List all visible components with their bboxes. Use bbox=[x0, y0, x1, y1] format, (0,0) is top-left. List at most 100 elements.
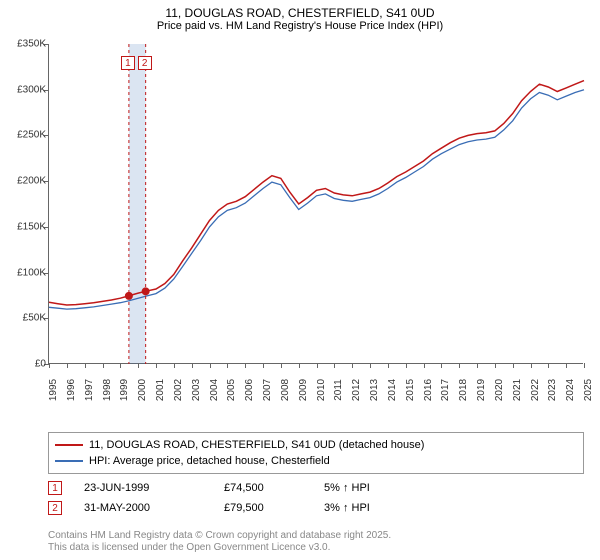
x-tick-label: 1997 bbox=[84, 379, 95, 401]
x-tick bbox=[459, 363, 460, 368]
x-tick bbox=[281, 363, 282, 368]
x-tick bbox=[120, 363, 121, 368]
x-tick-label: 2014 bbox=[387, 379, 398, 401]
x-tick bbox=[406, 363, 407, 368]
marker-dot bbox=[142, 287, 150, 295]
chart-title: 11, DOUGLAS ROAD, CHESTERFIELD, S41 0UD bbox=[0, 6, 600, 20]
x-tick-label: 2011 bbox=[333, 379, 344, 401]
x-tick-label: 2015 bbox=[405, 379, 416, 401]
sale-row-2: 2 31-MAY-2000 £79,500 3% ↑ HPI bbox=[48, 498, 370, 518]
y-tick-label: £150K bbox=[17, 221, 46, 232]
x-tick bbox=[317, 363, 318, 368]
x-tick-label: 2007 bbox=[262, 379, 273, 401]
legend-label-property: 11, DOUGLAS ROAD, CHESTERFIELD, S41 0UD … bbox=[89, 437, 424, 453]
y-tick-label: £100K bbox=[17, 267, 46, 278]
x-tick bbox=[103, 363, 104, 368]
x-tick-label: 2025 bbox=[583, 379, 594, 401]
plot-border bbox=[48, 44, 583, 364]
x-tick-label: 2006 bbox=[244, 379, 255, 401]
x-tick-label: 2024 bbox=[565, 379, 576, 401]
x-tick-label: 2018 bbox=[458, 379, 469, 401]
footer: Contains HM Land Registry data © Crown c… bbox=[48, 530, 584, 554]
x-tick bbox=[477, 363, 478, 368]
sale-date-2: 31-MAY-2000 bbox=[84, 502, 224, 514]
x-tick bbox=[227, 363, 228, 368]
sale-marker-box-2: 2 bbox=[48, 501, 62, 515]
x-tick bbox=[531, 363, 532, 368]
sale-price-2: £79,500 bbox=[224, 502, 324, 514]
x-tick bbox=[334, 363, 335, 368]
x-tick bbox=[584, 363, 585, 368]
titles-block: 11, DOUGLAS ROAD, CHESTERFIELD, S41 0UD … bbox=[0, 0, 600, 32]
x-tick-label: 2023 bbox=[547, 379, 558, 401]
sale-pct-2: 3% ↑ HPI bbox=[324, 502, 370, 514]
sale-row-1: 1 23-JUN-1999 £74,500 5% ↑ HPI bbox=[48, 478, 370, 498]
x-tick-label: 2009 bbox=[298, 379, 309, 401]
y-tick-label: £250K bbox=[17, 130, 46, 141]
x-tick-label: 2017 bbox=[440, 379, 451, 401]
chart-subtitle: Price paid vs. HM Land Registry's House … bbox=[0, 20, 600, 32]
x-tick-label: 2020 bbox=[494, 379, 505, 401]
x-tick-label: 2012 bbox=[351, 379, 362, 401]
x-tick-label: 2016 bbox=[423, 379, 434, 401]
x-tick-label: 2000 bbox=[137, 379, 148, 401]
x-tick-label: 2013 bbox=[369, 379, 380, 401]
x-tick bbox=[513, 363, 514, 368]
y-tick-label: £350K bbox=[17, 39, 46, 50]
x-tick-label: 2022 bbox=[530, 379, 541, 401]
legend-item-property: 11, DOUGLAS ROAD, CHESTERFIELD, S41 0UD … bbox=[55, 437, 577, 453]
chart-area: £0£50K£100K£150K£200K£250K£300K£350K1995… bbox=[0, 44, 600, 414]
legend-swatch-property bbox=[55, 444, 83, 446]
legend: 11, DOUGLAS ROAD, CHESTERFIELD, S41 0UD … bbox=[48, 432, 584, 474]
marker-band bbox=[129, 44, 146, 364]
x-tick bbox=[495, 363, 496, 368]
footer-line-2: This data is licensed under the Open Gov… bbox=[48, 542, 584, 554]
sale-datapoints: 1 23-JUN-1999 £74,500 5% ↑ HPI 2 31-MAY-… bbox=[48, 478, 370, 518]
marker-dot bbox=[125, 292, 133, 300]
x-tick-label: 1996 bbox=[66, 379, 77, 401]
x-tick bbox=[299, 363, 300, 368]
x-tick bbox=[85, 363, 86, 368]
marker-label-box: 1 bbox=[121, 56, 135, 70]
x-tick-label: 1995 bbox=[48, 379, 59, 401]
legend-item-hpi: HPI: Average price, detached house, Ches… bbox=[55, 453, 577, 469]
x-tick bbox=[548, 363, 549, 368]
x-tick bbox=[174, 363, 175, 368]
page: 11, DOUGLAS ROAD, CHESTERFIELD, S41 0UD … bbox=[0, 0, 600, 560]
x-tick bbox=[138, 363, 139, 368]
plot-svg bbox=[49, 44, 584, 364]
x-tick bbox=[388, 363, 389, 368]
x-tick bbox=[370, 363, 371, 368]
sale-price-1: £74,500 bbox=[224, 482, 324, 494]
x-tick-label: 1999 bbox=[119, 379, 130, 401]
y-tick-label: £300K bbox=[17, 84, 46, 95]
footer-line-1: Contains HM Land Registry data © Crown c… bbox=[48, 530, 584, 542]
x-tick-label: 2010 bbox=[316, 379, 327, 401]
x-tick bbox=[441, 363, 442, 368]
x-tick bbox=[156, 363, 157, 368]
legend-swatch-hpi bbox=[55, 460, 83, 462]
x-tick bbox=[67, 363, 68, 368]
x-tick bbox=[263, 363, 264, 368]
x-tick bbox=[210, 363, 211, 368]
sale-marker-box-1: 1 bbox=[48, 481, 62, 495]
x-tick bbox=[49, 363, 50, 368]
x-tick-label: 2019 bbox=[476, 379, 487, 401]
x-tick-label: 2002 bbox=[173, 379, 184, 401]
x-tick-label: 2003 bbox=[191, 379, 202, 401]
sale-pct-1: 5% ↑ HPI bbox=[324, 482, 370, 494]
x-tick bbox=[192, 363, 193, 368]
legend-label-hpi: HPI: Average price, detached house, Ches… bbox=[89, 453, 330, 469]
x-tick bbox=[352, 363, 353, 368]
y-tick-label: £50K bbox=[23, 313, 46, 324]
x-tick-label: 2001 bbox=[155, 379, 166, 401]
x-tick bbox=[245, 363, 246, 368]
x-tick-label: 2021 bbox=[512, 379, 523, 401]
y-tick-label: £200K bbox=[17, 176, 46, 187]
x-tick-label: 1998 bbox=[102, 379, 113, 401]
sale-date-1: 23-JUN-1999 bbox=[84, 482, 224, 494]
marker-label-box: 2 bbox=[138, 56, 152, 70]
x-tick-label: 2004 bbox=[209, 379, 220, 401]
x-tick-label: 2005 bbox=[226, 379, 237, 401]
x-tick-label: 2008 bbox=[280, 379, 291, 401]
